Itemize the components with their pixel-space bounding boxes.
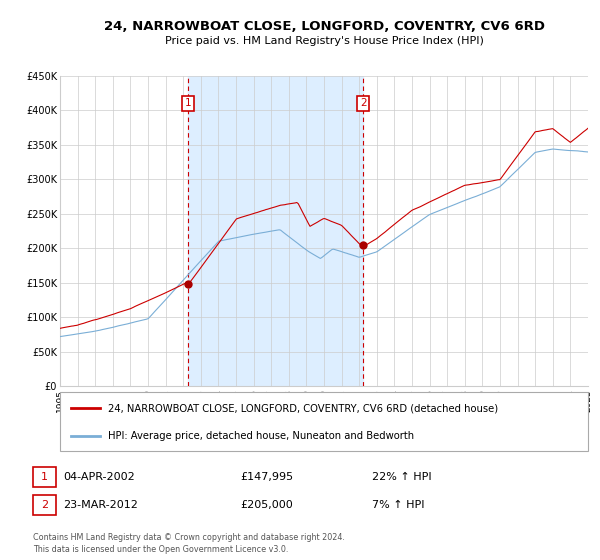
Text: 1: 1 [185, 98, 191, 108]
Text: £147,995: £147,995 [240, 472, 293, 482]
Text: 2: 2 [360, 98, 367, 108]
Text: 24, NARROWBOAT CLOSE, LONGFORD, COVENTRY, CV6 6RD: 24, NARROWBOAT CLOSE, LONGFORD, COVENTRY… [104, 20, 545, 32]
Text: 1: 1 [41, 472, 48, 482]
Text: 24, NARROWBOAT CLOSE, LONGFORD, COVENTRY, CV6 6RD (detached house): 24, NARROWBOAT CLOSE, LONGFORD, COVENTRY… [107, 403, 497, 413]
Text: £205,000: £205,000 [240, 500, 293, 510]
Text: This data is licensed under the Open Government Licence v3.0.: This data is licensed under the Open Gov… [33, 545, 289, 554]
Text: Price paid vs. HM Land Registry's House Price Index (HPI): Price paid vs. HM Land Registry's House … [164, 36, 484, 46]
Text: HPI: Average price, detached house, Nuneaton and Bedworth: HPI: Average price, detached house, Nune… [107, 431, 413, 441]
Text: 23-MAR-2012: 23-MAR-2012 [63, 500, 138, 510]
Text: 22% ↑ HPI: 22% ↑ HPI [372, 472, 431, 482]
Text: 7% ↑ HPI: 7% ↑ HPI [372, 500, 425, 510]
FancyBboxPatch shape [60, 392, 588, 451]
Text: 04-APR-2002: 04-APR-2002 [63, 472, 135, 482]
Bar [188, 76, 363, 386]
Text: Contains HM Land Registry data © Crown copyright and database right 2024.: Contains HM Land Registry data © Crown c… [33, 533, 345, 542]
Text: 2: 2 [41, 500, 48, 510]
